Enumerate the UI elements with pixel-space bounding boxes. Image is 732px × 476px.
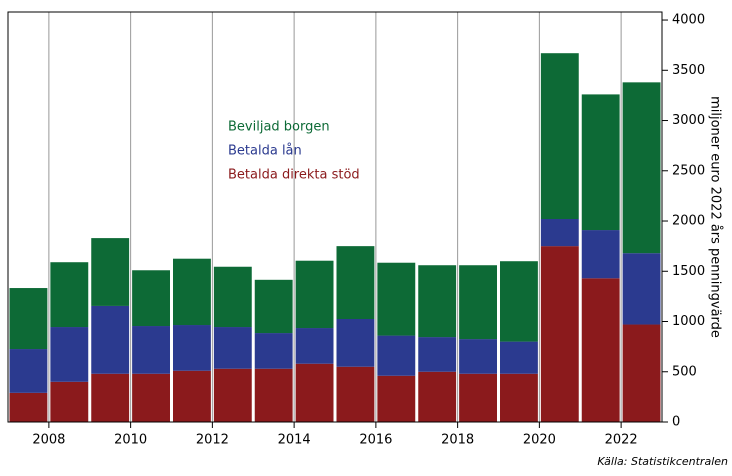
bar-segment <box>459 373 497 422</box>
bar-segment <box>91 373 130 422</box>
bar-segment <box>254 279 293 334</box>
bar-segment <box>581 278 620 422</box>
bar-segment <box>500 261 538 342</box>
bar-segment <box>254 368 293 422</box>
bar-segment <box>50 327 89 382</box>
bar-segment <box>132 326 170 374</box>
bar-segment <box>254 333 293 369</box>
bar-segment <box>132 270 170 327</box>
bar-segment <box>9 349 48 393</box>
bar-segment <box>377 375 416 422</box>
y-tick-label: 2000 <box>672 214 705 229</box>
x-tick-label: 2010 <box>114 433 147 448</box>
y-tick-label: 2500 <box>672 163 705 178</box>
bar-segment <box>213 266 252 328</box>
bar-segment <box>418 265 457 338</box>
y-tick-label: 3500 <box>672 63 705 78</box>
x-tick-label: 2014 <box>278 433 311 448</box>
bar-segment <box>213 327 252 369</box>
bar-segment <box>622 82 661 254</box>
bar-segment <box>295 260 334 329</box>
bar-segment <box>418 337 457 372</box>
bar-segment <box>173 258 211 326</box>
x-tick-label: 2012 <box>196 433 229 448</box>
bar-segment <box>500 373 538 422</box>
y-tick-label: 0 <box>672 415 680 430</box>
x-tick-label: 2018 <box>441 433 474 448</box>
bar-segment <box>581 94 620 231</box>
x-tick-label: 2008 <box>32 433 65 448</box>
bar-segment <box>540 219 579 247</box>
source: Källa: Statistikcentralen <box>597 455 728 468</box>
bar-segment <box>622 253 661 325</box>
bar-segment <box>500 341 538 374</box>
bar-segment <box>9 288 48 350</box>
y-tick-label: 4000 <box>672 13 705 28</box>
bar-segment <box>91 305 130 374</box>
bar-segment <box>377 335 416 376</box>
y-tick-label: 500 <box>672 364 697 379</box>
bar-segment <box>173 370 211 422</box>
bar-segment <box>459 265 497 340</box>
bar-segment <box>540 53 579 220</box>
bar-segment <box>132 373 170 422</box>
y-axis-label: miljoner euro 2022 års penningvärde <box>708 96 723 338</box>
bar-segment <box>173 325 211 371</box>
x-tick-label: 2016 <box>359 433 392 448</box>
bar-segment <box>50 381 89 422</box>
bar-segment <box>9 392 48 422</box>
bar-segment <box>377 262 416 336</box>
legend-entry: Beviljad borgen <box>228 120 330 135</box>
bar-segment <box>50 262 89 328</box>
bar-segment <box>213 368 252 422</box>
y-tick-label: 3000 <box>672 113 705 128</box>
bar-segment <box>418 371 457 422</box>
bar-segment <box>91 238 130 306</box>
bar-segment <box>336 366 375 422</box>
legend-entry: Betalda direkta stöd <box>228 168 360 183</box>
y-tick-label: 1000 <box>672 314 705 329</box>
bar-segment <box>540 246 579 422</box>
y-tick-label: 1500 <box>672 264 705 279</box>
x-tick-label: 2022 <box>605 433 638 448</box>
plot-frame <box>7 11 663 423</box>
bar-segment <box>336 246 375 319</box>
bar-segment <box>581 230 620 279</box>
bar-segment <box>459 339 497 374</box>
bar-segment <box>622 324 661 422</box>
bar-segment <box>336 318 375 367</box>
bar-segment <box>295 363 334 422</box>
bar-segment <box>295 328 334 364</box>
legend-entry: Betalda lån <box>228 144 302 159</box>
x-tick-label: 2020 <box>523 433 556 448</box>
